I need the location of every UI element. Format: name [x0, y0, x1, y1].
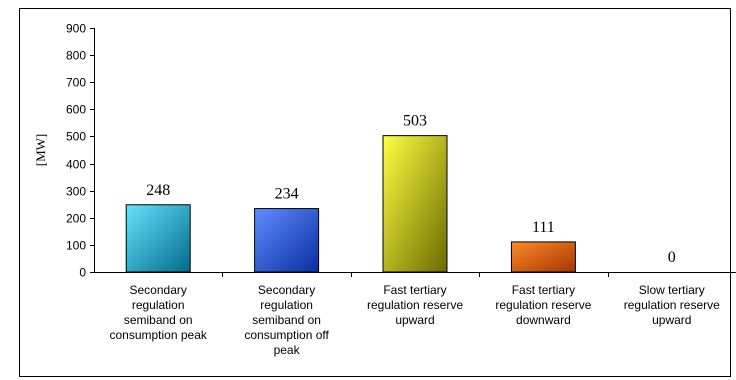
x-tick-label: downward — [516, 313, 571, 327]
y-axis-label: [MW] — [33, 134, 48, 167]
y-tick-label: 300 — [66, 185, 86, 199]
data-label: 0 — [668, 249, 676, 266]
y-tick-label: 600 — [66, 103, 86, 117]
y-tick-label: 800 — [66, 49, 86, 63]
bar — [254, 208, 320, 273]
x-tick-label: regulation reserve — [624, 298, 720, 312]
x-tick-label: regulation reserve — [495, 298, 591, 312]
bar — [382, 135, 448, 273]
data-label: 503 — [403, 113, 427, 130]
y-tick-label: 200 — [66, 212, 86, 226]
x-tick-label: Slow tertiary — [639, 283, 705, 297]
x-tick-label: regulation — [260, 298, 313, 312]
y-tick-label: 0 — [79, 266, 86, 280]
x-tick-label: Secondary — [258, 283, 315, 297]
x-tick-label: regulation — [132, 298, 185, 312]
chart-border — [19, 8, 731, 377]
y-axis-ticks: 0 100 200 300 400 500 600 700 800 900 — [66, 22, 94, 280]
x-tick-label: upward — [652, 313, 691, 327]
bars — [125, 135, 576, 273]
x-tick-label: peak — [274, 343, 301, 357]
y-tick-label: 700 — [66, 76, 86, 90]
data-label: 234 — [275, 186, 299, 203]
x-tick-label: regulation reserve — [367, 298, 463, 312]
y-tick-label: 900 — [66, 22, 86, 36]
data-labels: 248 234 503 111 0 — [146, 113, 676, 266]
x-tick-label: consumption off — [244, 328, 329, 342]
y-tick-label: 500 — [66, 130, 86, 144]
data-label: 111 — [532, 219, 555, 236]
x-tick-label: semiband on — [252, 313, 321, 327]
data-label: 248 — [146, 182, 170, 199]
y-tick-label: 100 — [66, 239, 86, 253]
bar — [510, 241, 576, 273]
x-tick-label: Fast tertiary — [512, 283, 575, 297]
x-tick-label: Secondary — [130, 283, 187, 297]
x-tick-label: Fast tertiary — [383, 283, 446, 297]
bar — [125, 204, 191, 273]
y-tick-label: 400 — [66, 158, 86, 172]
x-tick-label: consumption peak — [109, 328, 207, 342]
x-tick-label: semiband on — [124, 313, 193, 327]
x-tick-label: upward — [395, 313, 434, 327]
